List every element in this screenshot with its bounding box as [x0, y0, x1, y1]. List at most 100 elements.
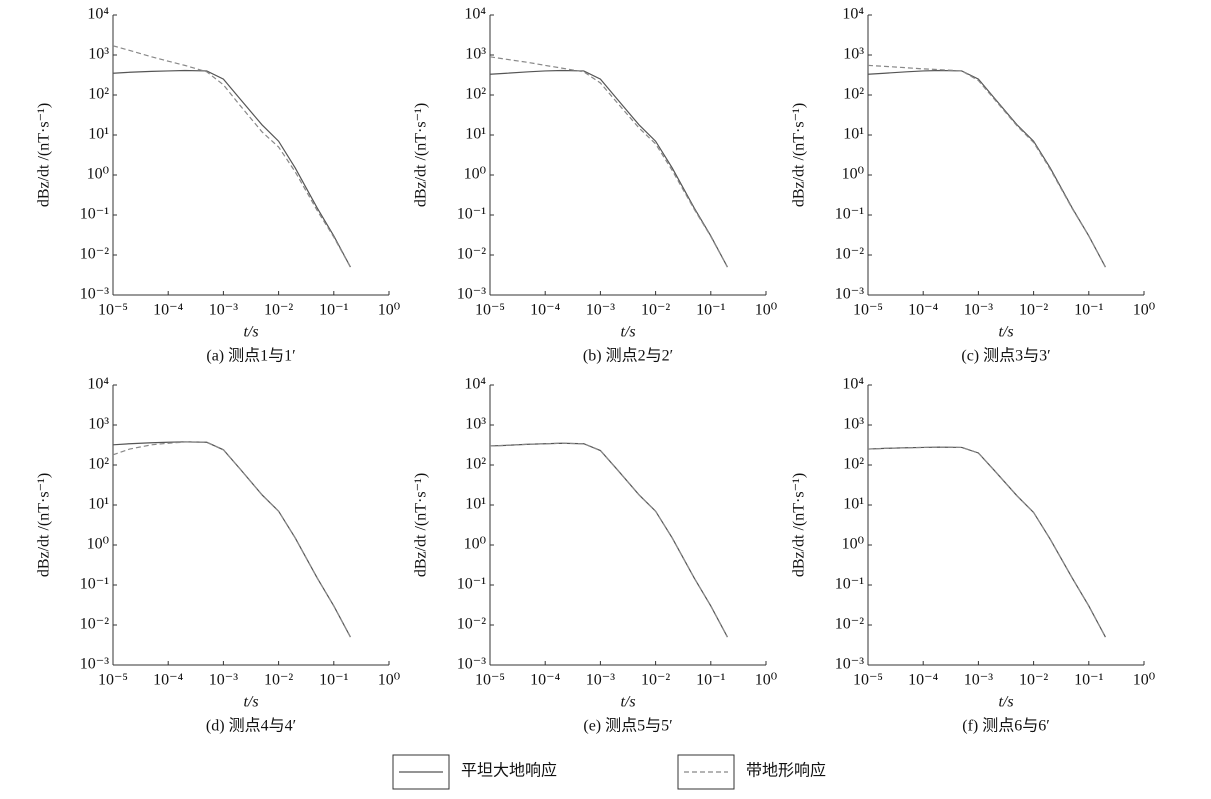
series-line: [112, 45, 351, 268]
series-line: [489, 69, 728, 268]
x-tick-label: 10⁰: [378, 672, 400, 689]
y-tick-label: 10⁻¹: [457, 576, 486, 593]
y-tick-label: 10⁻²: [80, 246, 109, 263]
y-tick-label: 10³: [88, 46, 109, 63]
y-axis-label: dBz/dt /(nT·s⁻¹): [791, 473, 808, 577]
y-tick-label: 10⁻²: [457, 246, 486, 263]
y-tick-label: 10⁴: [842, 376, 864, 393]
caption: (b) 测点2与2′: [583, 347, 673, 365]
series-line: [867, 446, 1106, 638]
x-tick-label: 10⁻¹: [696, 672, 725, 689]
caption: (a) 测点1与1′: [206, 347, 295, 365]
x-tick-label: 10⁻¹: [1074, 302, 1103, 319]
x-axis-label: t/s: [998, 694, 1013, 711]
x-tick-label: 10⁻⁵: [475, 672, 505, 689]
y-tick-label: 10¹: [465, 496, 486, 513]
y-tick-label: 10²: [843, 86, 864, 103]
series-line: [867, 64, 1106, 268]
y-axis-label: dBz/dt /(nT·s⁻¹): [36, 103, 53, 207]
x-tick-label: 10⁻²: [264, 302, 293, 319]
y-tick-label: 10⁻¹: [80, 576, 109, 593]
y-tick-label: 10⁴: [464, 376, 486, 393]
x-tick-label: 10⁻⁴: [153, 672, 183, 689]
y-tick-label: 10⁰: [464, 166, 486, 183]
y-tick-label: 10⁻³: [835, 286, 864, 303]
y-tick-label: 10¹: [465, 126, 486, 143]
caption: (f) 测点6与6′: [962, 717, 1050, 735]
x-tick-label: 10⁻¹: [319, 672, 348, 689]
legend-label: 平坦大地响应: [461, 761, 557, 780]
x-axis-label: t/s: [620, 694, 635, 711]
y-tick-label: 10³: [88, 416, 109, 433]
series-line: [867, 446, 1106, 638]
y-tick-label: 10³: [843, 416, 864, 433]
y-tick-label: 10²: [88, 456, 109, 473]
y-tick-label: 10⁰: [842, 536, 864, 553]
y-tick-label: 10⁻¹: [80, 206, 109, 223]
x-tick-label: 10⁻⁵: [475, 302, 505, 319]
x-tick-label: 10⁻⁵: [98, 302, 128, 319]
y-tick-label: 10⁻¹: [835, 206, 864, 223]
caption: (e) 测点5与5′: [583, 717, 672, 735]
y-tick-label: 10⁴: [842, 6, 864, 23]
y-tick-label: 10²: [465, 456, 486, 473]
y-tick-label: 10⁻³: [80, 656, 109, 673]
x-tick-label: 10⁻²: [264, 672, 293, 689]
legend-box: [677, 754, 735, 790]
y-axis-label: dBz/dt /(nT·s⁻¹): [413, 103, 430, 207]
x-tick-label: 10⁰: [378, 302, 400, 319]
x-tick-label: 10⁻³: [209, 672, 238, 689]
y-tick-label: 10²: [843, 456, 864, 473]
x-tick-label: 10⁻⁵: [853, 672, 883, 689]
y-tick-label: 10⁴: [87, 6, 109, 23]
y-axis-label: dBz/dt /(nT·s⁻¹): [36, 473, 53, 577]
y-tick-label: 10⁻³: [457, 656, 486, 673]
x-axis-label: t/s: [620, 324, 635, 341]
x-tick-label: 10⁰: [1133, 672, 1155, 689]
series-line: [489, 442, 728, 638]
y-tick-label: 10⁻³: [457, 286, 486, 303]
x-tick-label: 10⁻⁵: [98, 672, 128, 689]
caption: (d) 测点4与4′: [206, 717, 296, 735]
legend-box: [392, 754, 450, 790]
x-axis-label: t/s: [243, 324, 258, 341]
x-tick-label: 10⁻⁴: [530, 672, 560, 689]
x-tick-label: 10⁻⁴: [153, 302, 183, 319]
x-tick-label: 10⁰: [755, 672, 777, 689]
y-tick-label: 10⁻¹: [835, 576, 864, 593]
x-tick-label: 10⁻⁵: [853, 302, 883, 319]
x-tick-label: 10⁻³: [586, 672, 615, 689]
x-axis-label: t/s: [998, 324, 1013, 341]
y-tick-label: 10⁰: [87, 166, 109, 183]
x-tick-label: 10⁻³: [209, 302, 238, 319]
y-tick-label: 10⁴: [464, 6, 486, 23]
y-tick-label: 10⁻²: [457, 616, 486, 633]
y-tick-label: 10¹: [843, 126, 864, 143]
y-tick-label: 10⁻²: [80, 616, 109, 633]
x-tick-label: 10⁻²: [1019, 302, 1048, 319]
x-tick-label: 10⁻³: [964, 672, 993, 689]
series-line: [112, 69, 351, 268]
x-tick-label: 10⁻¹: [1074, 672, 1103, 689]
y-tick-label: 10⁰: [464, 536, 486, 553]
y-tick-label: 10²: [465, 86, 486, 103]
x-tick-label: 10⁰: [755, 302, 777, 319]
y-tick-label: 10¹: [88, 496, 109, 513]
legend-label: 带地形响应: [746, 761, 826, 780]
y-axis-label: dBz/dt /(nT·s⁻¹): [413, 473, 430, 577]
y-tick-label: 10²: [88, 86, 109, 103]
x-tick-label: 10⁰: [1133, 302, 1155, 319]
y-tick-label: 10⁰: [87, 536, 109, 553]
series-line: [489, 442, 728, 638]
y-tick-label: 10⁻³: [835, 656, 864, 673]
series-line: [112, 441, 351, 638]
y-tick-label: 10⁻²: [835, 246, 864, 263]
y-tick-label: 10⁰: [842, 166, 864, 183]
x-tick-label: 10⁻²: [641, 672, 670, 689]
y-tick-label: 10⁻¹: [457, 206, 486, 223]
series-line: [489, 56, 728, 268]
x-tick-label: 10⁻⁴: [530, 302, 560, 319]
y-tick-label: 10¹: [88, 126, 109, 143]
x-tick-label: 10⁻³: [586, 302, 615, 319]
